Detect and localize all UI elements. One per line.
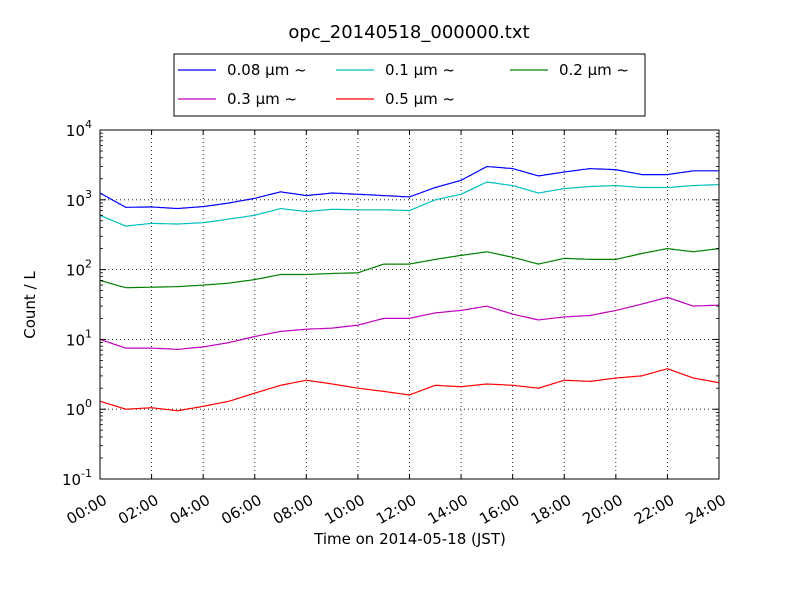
x-tick-label: 20:00: [579, 491, 625, 528]
legend: 0.08 μm ~ 0.1 μm ~ 0.2 μm ~ 0.3 μm ~ 0.5 μm …: [173, 53, 646, 117]
legend-label: 0.1 μm ~: [385, 61, 455, 79]
legend-box: [173, 53, 646, 117]
x-tick-label: 16:00: [476, 491, 522, 528]
x-tick-label: 18:00: [528, 491, 574, 528]
y-tick-label: 10-1: [62, 467, 92, 489]
x-tick-label: 14:00: [425, 491, 471, 528]
x-tick-label: 06:00: [218, 491, 264, 528]
x-axis-label: Time on 2014-05-18 (JST): [313, 530, 506, 548]
x-tick-label: 22:00: [631, 491, 677, 528]
legend-label: 0.5 μm ~: [385, 90, 455, 108]
x-tick-label: 10:00: [321, 491, 367, 528]
y-tick-label: 100: [66, 397, 92, 419]
series-line-1: [99, 165, 719, 210]
y-tick-label: 104: [66, 118, 92, 140]
legend-label: 0.08 μm ~: [227, 61, 307, 79]
series-line-5: [99, 368, 720, 412]
x-tick-label: 00:00: [64, 491, 110, 528]
legend-label: 0.3 μm ~: [227, 90, 297, 108]
series-line-2: [99, 181, 720, 227]
x-tick-label: 08:00: [270, 491, 316, 528]
legend-items: 0.08 μm ~ 0.1 μm ~ 0.2 μm ~ 0.3 μm ~ 0.5 μm …: [178, 61, 629, 108]
x-tick-label: 02:00: [115, 491, 161, 528]
legend-label: 0.2 μm ~: [559, 61, 629, 79]
series-line-4: [99, 296, 720, 351]
y-tick-label: 101: [66, 327, 92, 349]
x-tick-label: 12:00: [373, 491, 419, 528]
series-layer: [99, 165, 720, 412]
y-tick-label: 103: [66, 188, 92, 210]
chart-title: opc_20140518_000000.txt: [288, 22, 529, 43]
y-axis-label: Count / L: [21, 271, 39, 339]
x-tick-label: 24:00: [683, 491, 729, 528]
grid: [100, 130, 719, 479]
ticks: 00:00 02:00 04:00 06:00 08:00 10:00 12:00 14:00…: [62, 118, 729, 528]
x-tick-label: 04:00: [167, 491, 213, 528]
y-tick-label: 102: [66, 258, 92, 280]
series-line-3: [99, 247, 720, 289]
